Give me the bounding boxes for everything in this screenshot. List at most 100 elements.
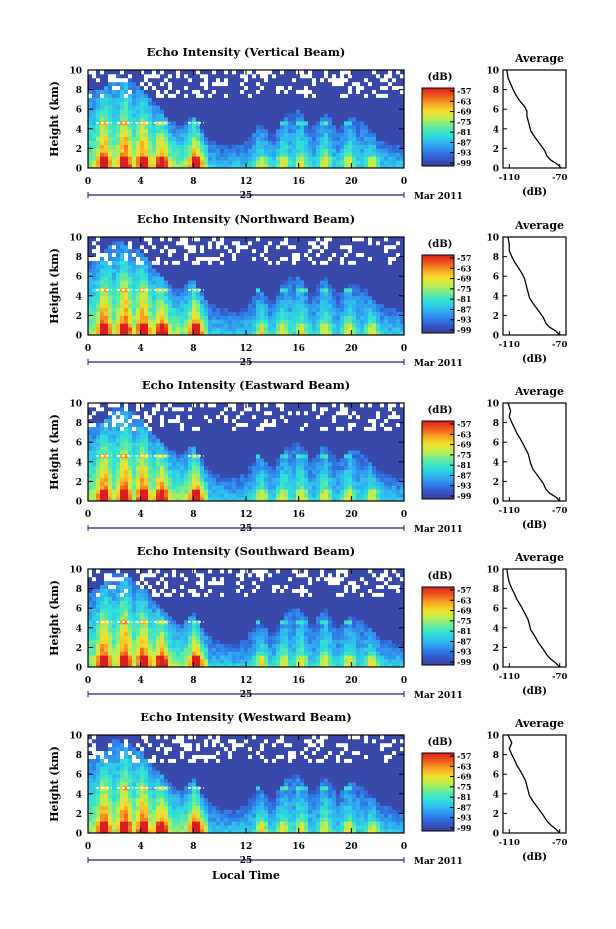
echo-cell bbox=[304, 240, 309, 246]
echo-cell bbox=[108, 93, 113, 98]
echo-cell bbox=[192, 422, 197, 427]
missing-data-cell bbox=[316, 237, 321, 242]
echo-cell bbox=[400, 280, 405, 285]
missing-data-cell bbox=[316, 244, 321, 250]
echo-cell bbox=[164, 291, 169, 297]
echo-cell bbox=[324, 85, 329, 90]
echo-cell bbox=[240, 136, 245, 141]
echo-cell bbox=[164, 144, 169, 149]
missing-data-cell bbox=[116, 77, 121, 83]
echo-cell bbox=[308, 315, 313, 320]
echo-cell bbox=[192, 280, 197, 285]
echo-cell bbox=[168, 89, 173, 94]
echo-cell bbox=[256, 124, 261, 130]
echo-cell bbox=[280, 120, 285, 126]
echo-cell bbox=[128, 260, 133, 265]
echo-cell bbox=[92, 414, 97, 420]
echo-cell bbox=[308, 327, 313, 332]
echo-cell bbox=[308, 311, 313, 316]
echo-cell bbox=[200, 406, 205, 412]
echo-cell bbox=[268, 160, 273, 165]
colorbar-segment bbox=[422, 128, 454, 132]
echo-cell bbox=[284, 264, 289, 269]
echo-cell bbox=[368, 280, 373, 285]
echo-cell bbox=[344, 264, 349, 269]
echo-cell bbox=[184, 272, 189, 277]
echo-cell bbox=[240, 140, 245, 145]
echo-cell bbox=[380, 105, 385, 110]
echo-cell bbox=[252, 117, 257, 122]
echo-cell bbox=[156, 148, 161, 153]
echo-cell bbox=[368, 287, 373, 293]
echo-cell bbox=[224, 237, 229, 242]
echo-cell bbox=[196, 264, 201, 269]
echo-cell bbox=[184, 152, 189, 157]
echo-cell bbox=[372, 295, 377, 301]
echo-cell bbox=[340, 323, 345, 328]
echo-cell bbox=[160, 240, 165, 246]
echo-cell bbox=[200, 331, 205, 336]
echo-cell bbox=[124, 240, 129, 246]
echo-cell bbox=[384, 311, 389, 316]
echo-cell bbox=[144, 481, 149, 486]
echo-cell bbox=[396, 164, 401, 169]
echo-cell bbox=[132, 256, 137, 261]
echo-cell bbox=[364, 327, 369, 332]
echo-cell bbox=[168, 497, 173, 502]
echo-cell bbox=[244, 323, 249, 328]
echo-cell bbox=[208, 450, 213, 455]
echo-cell bbox=[332, 284, 337, 289]
echo-cell bbox=[236, 70, 241, 75]
echo-cell bbox=[368, 85, 373, 90]
echo-cell bbox=[240, 77, 245, 83]
echo-cell bbox=[332, 307, 337, 312]
echo-cell bbox=[240, 299, 245, 305]
echo-cell bbox=[208, 70, 213, 75]
echo-cell bbox=[152, 240, 157, 246]
echo-cell bbox=[100, 264, 105, 269]
echo-cell bbox=[172, 272, 177, 277]
echo-cell bbox=[120, 89, 125, 94]
echo-cell bbox=[192, 303, 197, 308]
echo-cell bbox=[132, 81, 137, 87]
echo-cell bbox=[156, 453, 161, 459]
echo-cell bbox=[164, 70, 169, 75]
missing-data-cell bbox=[176, 89, 181, 94]
echo-cell bbox=[344, 319, 349, 324]
echo-cell bbox=[252, 327, 257, 332]
echo-cell bbox=[216, 93, 221, 98]
echo-cell bbox=[304, 156, 309, 161]
echo-cell bbox=[172, 105, 177, 110]
echo-cell bbox=[120, 256, 125, 261]
y-tick-label: 4 bbox=[76, 292, 82, 302]
echo-cell bbox=[356, 124, 361, 130]
echo-cell bbox=[168, 256, 173, 261]
echo-cell bbox=[272, 85, 277, 90]
echo-cell bbox=[364, 164, 369, 169]
echo-cell bbox=[168, 477, 173, 482]
echo-cell bbox=[124, 299, 129, 305]
echo-cell bbox=[320, 97, 325, 102]
echo-cell bbox=[380, 101, 385, 106]
echo-cell bbox=[224, 284, 229, 289]
echo-cell bbox=[240, 280, 245, 285]
echo-cell bbox=[296, 113, 301, 118]
echo-cell bbox=[196, 268, 201, 273]
echo-cell bbox=[344, 268, 349, 273]
echo-cell bbox=[176, 481, 181, 486]
echo-cell bbox=[256, 264, 261, 269]
echo-cell bbox=[352, 244, 357, 250]
echo-cell bbox=[324, 303, 329, 308]
echo-cell bbox=[212, 327, 217, 332]
echo-cell bbox=[268, 93, 273, 98]
echo-cell bbox=[180, 124, 185, 130]
echo-cell bbox=[336, 319, 341, 324]
echo-cell bbox=[364, 144, 369, 149]
echo-cell bbox=[224, 323, 229, 328]
echo-cell bbox=[336, 85, 341, 90]
echo-cell bbox=[200, 140, 205, 145]
echo-cell bbox=[200, 101, 205, 106]
echo-cell bbox=[260, 105, 265, 110]
echo-cell bbox=[320, 89, 325, 94]
